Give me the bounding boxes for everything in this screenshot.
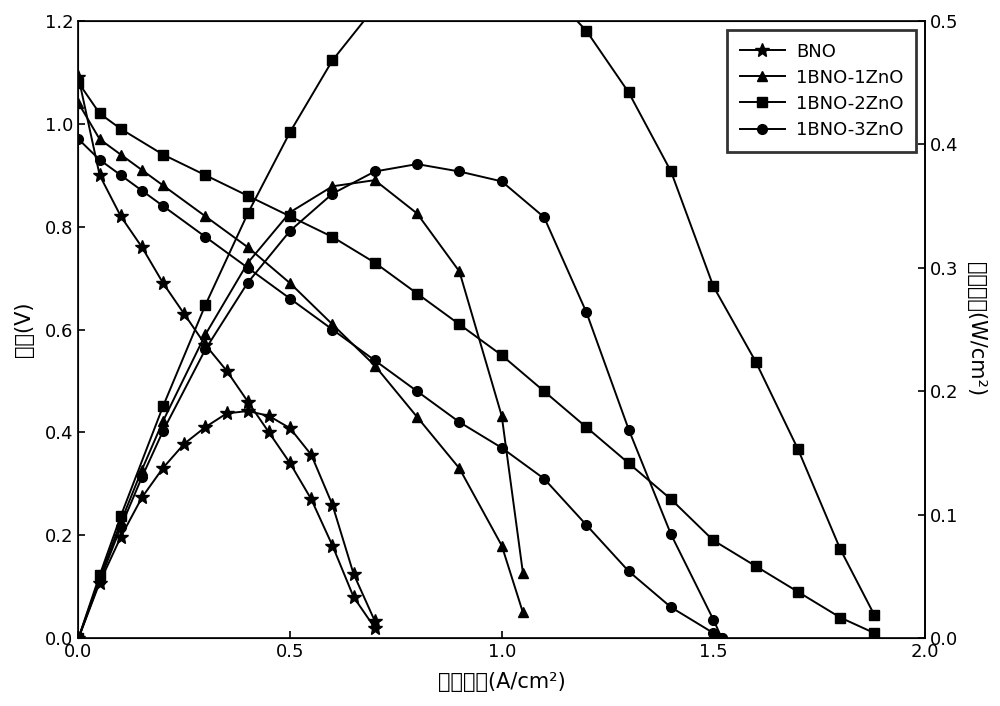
1BNO-2ZnO xyxy=(868,629,880,638)
1BNO-2ZnO xyxy=(72,78,84,87)
1BNO-1ZnO xyxy=(242,243,254,251)
BNO xyxy=(199,341,211,349)
1BNO-1ZnO xyxy=(72,99,84,107)
BNO xyxy=(157,279,169,287)
1BNO-1ZnO xyxy=(157,181,169,190)
Y-axis label: 功率密度(W/cm²): 功率密度(W/cm²) xyxy=(966,263,986,397)
1BNO-2ZnO xyxy=(369,258,381,267)
1BNO-2ZnO xyxy=(326,233,338,241)
1BNO-2ZnO xyxy=(750,562,762,570)
1BNO-1ZnO xyxy=(496,542,508,550)
1BNO-2ZnO xyxy=(199,171,211,179)
1BNO-1ZnO xyxy=(369,361,381,370)
1BNO-3ZnO xyxy=(72,135,84,143)
1BNO-3ZnO xyxy=(716,634,728,642)
BNO xyxy=(94,171,106,179)
1BNO-2ZnO xyxy=(115,125,127,133)
1BNO-3ZnO xyxy=(199,233,211,241)
1BNO-1ZnO xyxy=(411,413,423,421)
BNO xyxy=(369,623,381,632)
BNO xyxy=(242,397,254,406)
1BNO-1ZnO xyxy=(517,608,529,616)
BNO xyxy=(284,459,296,467)
1BNO-3ZnO xyxy=(115,171,127,179)
1BNO-3ZnO xyxy=(623,567,635,575)
1BNO-3ZnO xyxy=(157,202,169,210)
BNO xyxy=(178,310,190,318)
1BNO-1ZnO xyxy=(199,212,211,220)
1BNO-2ZnO xyxy=(496,351,508,359)
BNO xyxy=(115,212,127,220)
1BNO-2ZnO xyxy=(284,212,296,220)
1BNO-2ZnO xyxy=(94,109,106,118)
1BNO-1ZnO xyxy=(115,150,127,159)
1BNO-2ZnO xyxy=(707,536,719,544)
1BNO-1ZnO xyxy=(136,166,148,174)
1BNO-2ZnO xyxy=(665,495,677,503)
BNO xyxy=(348,593,360,602)
1BNO-2ZnO xyxy=(623,459,635,467)
Line: 1BNO-1ZnO: 1BNO-1ZnO xyxy=(74,98,528,617)
1BNO-2ZnO xyxy=(792,587,804,596)
1BNO-3ZnO xyxy=(411,387,423,395)
1BNO-3ZnO xyxy=(284,294,296,303)
1BNO-2ZnO xyxy=(834,614,846,622)
1BNO-3ZnO xyxy=(136,186,148,195)
1BNO-2ZnO xyxy=(242,191,254,200)
X-axis label: 电流密度(A/cm²): 电流密度(A/cm²) xyxy=(438,672,566,692)
Line: 1BNO-3ZnO: 1BNO-3ZnO xyxy=(74,134,727,643)
BNO xyxy=(305,495,317,503)
1BNO-1ZnO xyxy=(326,320,338,328)
1BNO-3ZnO xyxy=(453,418,465,426)
BNO xyxy=(72,73,84,82)
1BNO-3ZnO xyxy=(496,443,508,452)
1BNO-2ZnO xyxy=(411,289,423,298)
BNO xyxy=(221,366,233,375)
BNO xyxy=(326,542,338,550)
BNO xyxy=(136,243,148,251)
1BNO-2ZnO xyxy=(453,320,465,328)
1BNO-2ZnO xyxy=(580,423,592,431)
1BNO-3ZnO xyxy=(242,263,254,272)
1BNO-2ZnO xyxy=(157,150,169,159)
1BNO-1ZnO xyxy=(284,279,296,287)
Line: 1BNO-2ZnO: 1BNO-2ZnO xyxy=(74,78,879,638)
1BNO-1ZnO xyxy=(94,135,106,143)
1BNO-2ZnO xyxy=(538,387,550,395)
1BNO-3ZnO xyxy=(538,474,550,483)
1BNO-3ZnO xyxy=(665,603,677,611)
Y-axis label: 电压(V): 电压(V) xyxy=(14,301,34,357)
1BNO-3ZnO xyxy=(580,521,592,530)
Legend: BNO, 1BNO-1ZnO, 1BNO-2ZnO, 1BNO-3ZnO: BNO, 1BNO-1ZnO, 1BNO-2ZnO, 1BNO-3ZnO xyxy=(727,30,916,152)
1BNO-1ZnO xyxy=(453,464,465,472)
BNO xyxy=(263,428,275,436)
1BNO-3ZnO xyxy=(369,356,381,364)
1BNO-3ZnO xyxy=(707,629,719,638)
1BNO-3ZnO xyxy=(94,155,106,164)
Line: BNO: BNO xyxy=(72,71,382,635)
1BNO-3ZnO xyxy=(326,325,338,334)
